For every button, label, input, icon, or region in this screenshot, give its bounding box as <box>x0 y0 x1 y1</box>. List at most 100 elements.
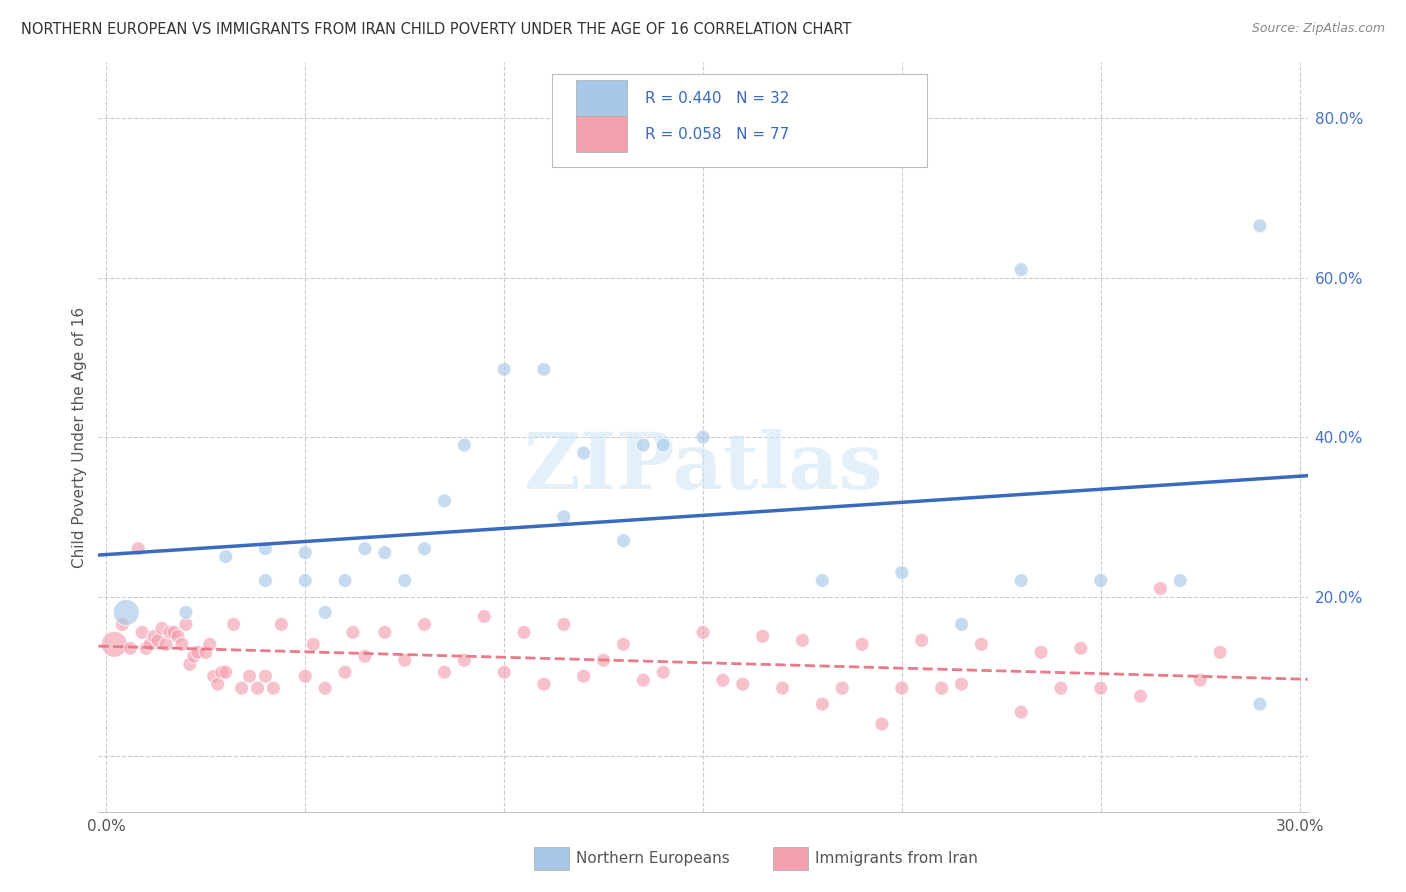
Text: Northern Europeans: Northern Europeans <box>576 851 730 865</box>
Point <box>553 617 575 632</box>
Point <box>472 609 495 624</box>
Point <box>513 625 536 640</box>
Point <box>207 677 229 691</box>
Point <box>131 625 153 640</box>
Point <box>254 574 277 588</box>
Point <box>731 677 754 691</box>
Point <box>222 617 245 632</box>
Point <box>851 637 873 651</box>
Point <box>155 637 177 651</box>
FancyBboxPatch shape <box>551 74 927 168</box>
Point <box>194 645 217 659</box>
Point <box>1249 697 1271 711</box>
Point <box>254 669 277 683</box>
Point <box>270 617 292 632</box>
Point <box>294 669 316 683</box>
Text: NORTHERN EUROPEAN VS IMMIGRANTS FROM IRAN CHILD POVERTY UNDER THE AGE OF 16 CORR: NORTHERN EUROPEAN VS IMMIGRANTS FROM IRA… <box>21 22 852 37</box>
Point <box>354 541 377 556</box>
Point <box>1070 641 1092 656</box>
Point <box>911 633 934 648</box>
Point <box>1149 582 1171 596</box>
Point <box>931 681 953 695</box>
Point <box>950 617 973 632</box>
Point <box>1010 574 1032 588</box>
Point <box>413 541 436 556</box>
Point <box>453 653 475 667</box>
Point <box>692 430 714 444</box>
Point <box>1209 645 1232 659</box>
Point <box>1090 574 1112 588</box>
Point <box>262 681 284 695</box>
Point <box>159 625 181 640</box>
Point <box>612 533 634 548</box>
Point <box>139 637 162 651</box>
Point <box>183 649 205 664</box>
Point <box>215 549 238 564</box>
Point <box>811 574 834 588</box>
Point <box>135 641 157 656</box>
Point <box>254 541 277 556</box>
Point <box>127 541 149 556</box>
Point <box>533 677 555 691</box>
Point <box>1189 673 1212 688</box>
Point <box>354 649 377 664</box>
Point <box>592 653 614 667</box>
Point <box>314 681 336 695</box>
FancyBboxPatch shape <box>576 116 627 153</box>
Point <box>1090 681 1112 695</box>
Point <box>211 665 233 680</box>
Point <box>890 681 912 695</box>
Y-axis label: Child Poverty Under the Age of 16: Child Poverty Under the Age of 16 <box>72 307 87 567</box>
Point <box>231 681 253 695</box>
Point <box>692 625 714 640</box>
Point <box>179 657 201 672</box>
Point <box>772 681 794 695</box>
Point <box>187 645 209 659</box>
Point <box>150 621 173 635</box>
Point <box>1010 262 1032 277</box>
Text: R = 0.440   N = 32: R = 0.440 N = 32 <box>645 91 789 106</box>
Point <box>239 669 262 683</box>
Point <box>333 665 356 680</box>
Point <box>970 637 993 651</box>
Point <box>652 665 675 680</box>
Point <box>302 637 325 651</box>
Point <box>111 617 134 632</box>
Point <box>202 669 225 683</box>
Text: R = 0.058   N = 77: R = 0.058 N = 77 <box>645 127 789 142</box>
Point <box>950 677 973 691</box>
Point <box>394 653 416 667</box>
Point <box>120 641 142 656</box>
Point <box>1010 705 1032 719</box>
Point <box>170 637 193 651</box>
Point <box>143 629 166 643</box>
Point <box>792 633 814 648</box>
Point <box>1029 645 1052 659</box>
Point <box>572 446 595 460</box>
Point <box>342 625 364 640</box>
Point <box>811 697 834 711</box>
Point <box>433 493 456 508</box>
Point <box>831 681 853 695</box>
Point <box>612 637 634 651</box>
Point <box>374 625 396 640</box>
Point <box>413 617 436 632</box>
Text: ZIPatlas: ZIPatlas <box>523 429 883 505</box>
Point <box>163 625 186 640</box>
Point <box>433 665 456 680</box>
Point <box>751 629 773 643</box>
Point <box>553 509 575 524</box>
Point <box>453 438 475 452</box>
Point <box>333 574 356 588</box>
Point <box>394 574 416 588</box>
Point <box>1050 681 1073 695</box>
Point <box>1168 574 1191 588</box>
Point <box>1249 219 1271 233</box>
Point <box>572 669 595 683</box>
Point <box>652 438 675 452</box>
Point <box>215 665 238 680</box>
Point <box>870 717 893 731</box>
Point <box>174 617 197 632</box>
Point <box>294 546 316 560</box>
Point <box>167 629 190 643</box>
